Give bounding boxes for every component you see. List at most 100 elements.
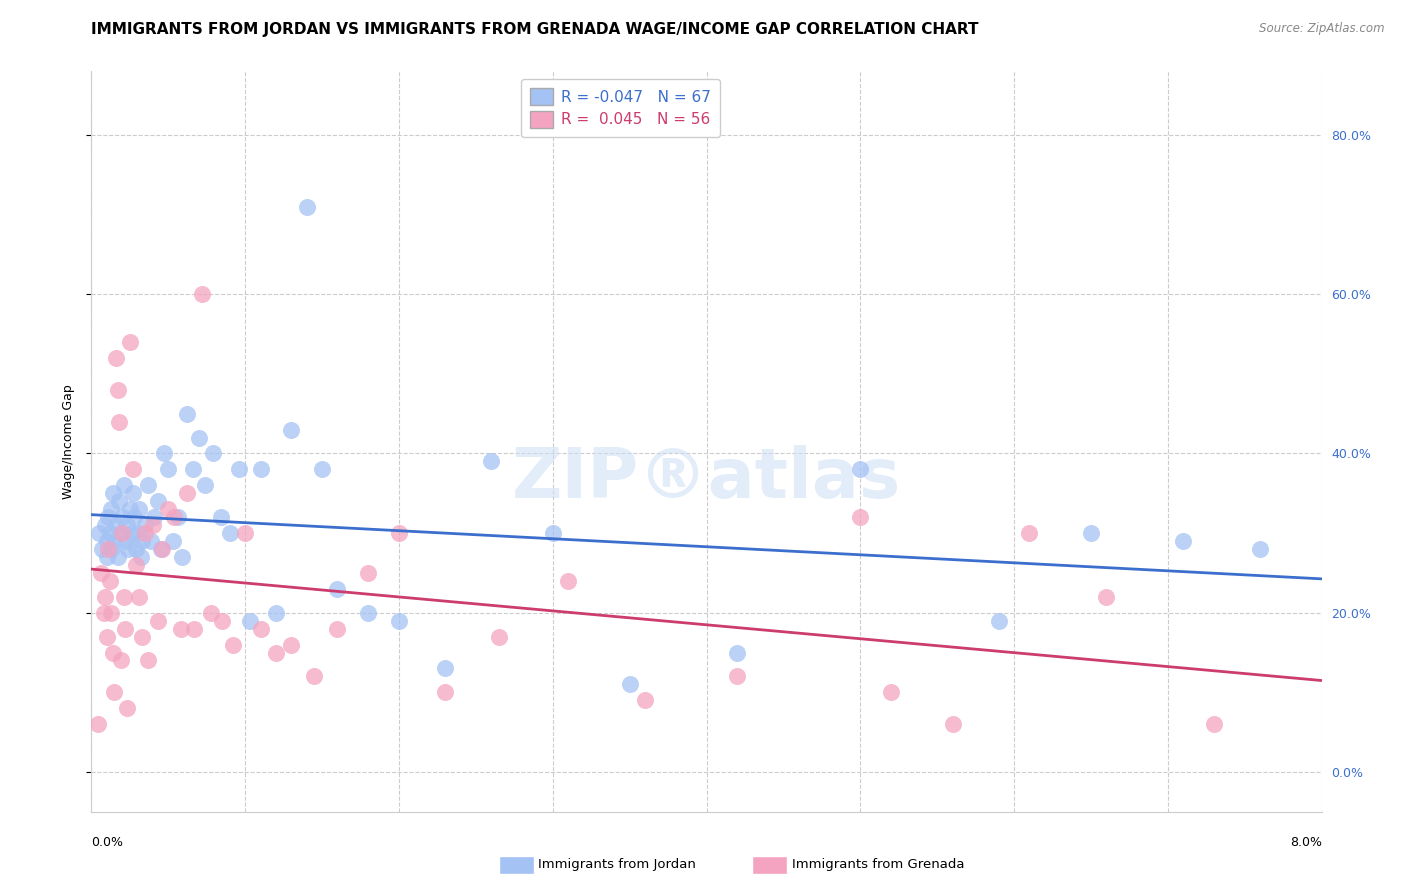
Point	[162, 534, 184, 549]
Point	[295, 200, 318, 214]
Point	[725, 669, 748, 683]
Point	[488, 630, 510, 644]
Text: Source: ZipAtlas.com: Source: ZipAtlas.com	[1260, 22, 1385, 36]
Point	[91, 541, 114, 556]
Point	[434, 661, 457, 675]
Point	[176, 407, 198, 421]
Point	[97, 510, 120, 524]
Point	[181, 462, 204, 476]
Point	[264, 606, 287, 620]
Point	[111, 526, 134, 541]
Point	[176, 486, 198, 500]
Point	[108, 415, 131, 429]
Text: Immigrants from Jordan: Immigrants from Jordan	[538, 858, 696, 871]
Point	[304, 669, 326, 683]
Point	[115, 518, 138, 533]
Point	[131, 630, 153, 644]
Point	[111, 510, 134, 524]
Point	[541, 526, 564, 541]
Point	[86, 717, 108, 731]
Point	[194, 478, 217, 492]
Point	[142, 518, 165, 533]
Point	[880, 685, 903, 699]
Point	[146, 494, 169, 508]
Point	[163, 510, 186, 524]
Point	[93, 606, 115, 620]
Point	[141, 534, 163, 549]
Point	[479, 454, 502, 468]
Point	[209, 510, 232, 524]
Point	[280, 638, 302, 652]
Point	[1173, 534, 1195, 549]
Point	[110, 653, 132, 667]
Point	[127, 526, 149, 541]
Point	[357, 606, 380, 620]
Point	[146, 614, 169, 628]
Point	[434, 685, 457, 699]
Y-axis label: Wage/Income Gap: Wage/Income Gap	[62, 384, 75, 499]
Point	[1018, 526, 1040, 541]
Point	[112, 590, 135, 604]
Point	[136, 478, 159, 492]
Point	[100, 502, 122, 516]
Point	[103, 534, 125, 549]
Point	[1202, 717, 1225, 731]
Point	[228, 462, 250, 476]
Point	[1080, 526, 1102, 541]
Point	[101, 646, 124, 660]
Point	[107, 383, 129, 397]
Point	[150, 541, 173, 556]
Text: IMMIGRANTS FROM JORDAN VS IMMIGRANTS FROM GRENADA WAGE/INCOME GAP CORRELATION CH: IMMIGRANTS FROM JORDAN VS IMMIGRANTS FRO…	[91, 22, 979, 37]
Text: Immigrants from Grenada: Immigrants from Grenada	[792, 858, 965, 871]
Point	[619, 677, 641, 691]
Point	[143, 510, 166, 524]
Point	[114, 534, 136, 549]
Point	[201, 446, 224, 460]
Point	[117, 541, 139, 556]
Legend: R = -0.047   N = 67, R =  0.045   N = 56: R = -0.047 N = 67, R = 0.045 N = 56	[522, 79, 720, 136]
Point	[188, 431, 211, 445]
Point	[326, 622, 349, 636]
Point	[634, 693, 657, 707]
Point	[98, 574, 121, 588]
Point	[326, 582, 349, 596]
Point	[249, 622, 271, 636]
Point	[128, 590, 150, 604]
Point	[149, 541, 172, 556]
Point	[90, 566, 112, 580]
Point	[128, 502, 150, 516]
Point	[122, 486, 145, 500]
Point	[183, 622, 205, 636]
Point	[311, 462, 333, 476]
Point	[87, 526, 110, 541]
Point	[108, 494, 131, 508]
Point	[96, 630, 118, 644]
Point	[172, 549, 194, 564]
Point	[98, 526, 121, 541]
Point	[114, 622, 136, 636]
Point	[100, 541, 122, 556]
Point	[94, 590, 117, 604]
Point	[1249, 541, 1271, 556]
Point	[280, 423, 302, 437]
Point	[239, 614, 262, 628]
Point	[849, 510, 872, 524]
Text: 8.0%: 8.0%	[1289, 837, 1322, 849]
Point	[200, 606, 222, 620]
Point	[112, 478, 135, 492]
Text: ZIP®atlas: ZIP®atlas	[512, 445, 901, 512]
Point	[152, 446, 174, 460]
Point	[120, 526, 142, 541]
Point	[169, 622, 191, 636]
Point	[131, 534, 153, 549]
Point	[125, 558, 148, 572]
Point	[1095, 590, 1118, 604]
Point	[100, 606, 122, 620]
Point	[557, 574, 579, 588]
Point	[136, 653, 159, 667]
Point	[222, 638, 245, 652]
Point	[115, 701, 138, 715]
Point	[105, 351, 127, 365]
Point	[96, 549, 118, 564]
Point	[124, 510, 146, 524]
